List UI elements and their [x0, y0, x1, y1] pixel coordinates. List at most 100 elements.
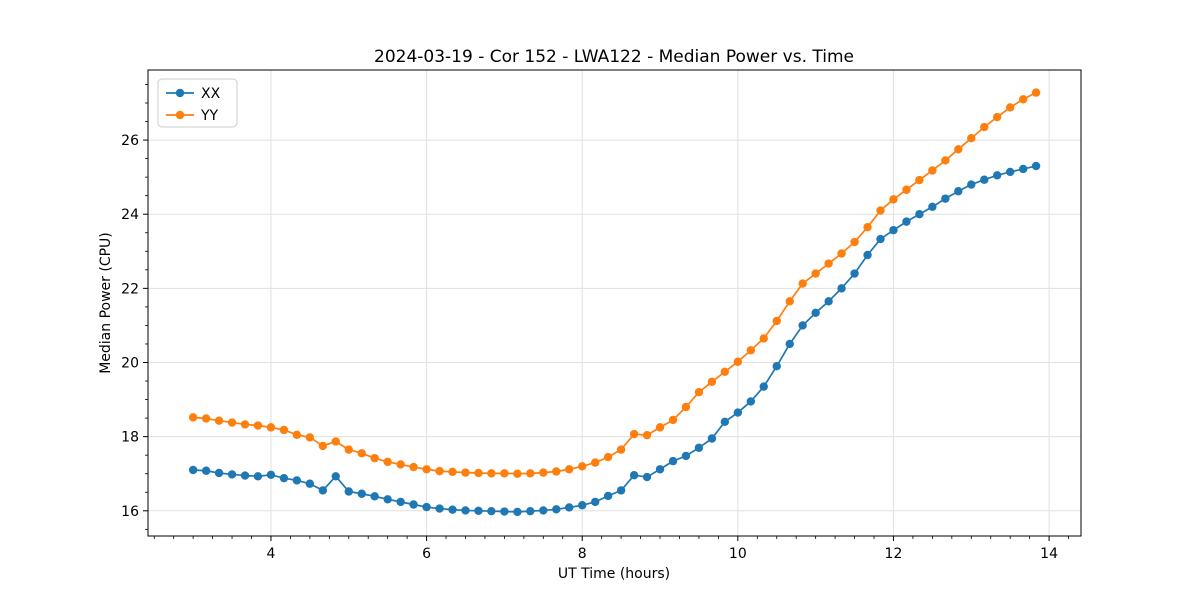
data-point-yy — [1031, 88, 1041, 97]
legend-entry-yy: YY — [166, 108, 219, 124]
data-point-yy — [980, 122, 989, 132]
data-point-yy — [318, 441, 328, 451]
data-point-xx — [876, 234, 885, 244]
data-point-xx — [837, 284, 846, 293]
data-point-xx — [526, 506, 535, 516]
plot-border — [147, 69, 1082, 537]
data-point-xx — [266, 470, 276, 480]
data-point-xx — [539, 506, 548, 515]
data-point-xx — [279, 473, 289, 483]
data-point-xx — [980, 175, 989, 184]
y-tick-label: 16 — [121, 504, 139, 520]
x-tick-label: 14 — [1040, 546, 1058, 562]
data-point-xx — [409, 500, 418, 509]
data-point-yy — [474, 468, 483, 478]
data-point-yy — [967, 134, 976, 143]
data-point-xx — [552, 505, 561, 514]
data-point-yy — [668, 415, 678, 425]
data-point-yy — [928, 166, 937, 175]
data-point-xx — [383, 495, 392, 504]
x-axis-label: UT Time (hours) — [558, 566, 670, 582]
y-tick-label: 18 — [121, 430, 139, 446]
y-tick-label: 22 — [121, 281, 139, 297]
data-point-xx — [422, 502, 431, 512]
data-point-yy — [331, 437, 340, 446]
data-point-yy — [863, 222, 872, 232]
data-point-xx — [201, 466, 211, 475]
data-point-xx — [1031, 161, 1041, 171]
data-point-xx — [474, 506, 483, 515]
data-point-xx — [811, 308, 820, 318]
data-point-yy — [526, 469, 535, 478]
series-xx — [188, 161, 1041, 517]
data-point-yy — [733, 357, 743, 366]
data-point-xx — [253, 472, 263, 481]
data-point-xx — [1005, 167, 1015, 177]
data-point-xx — [603, 491, 613, 501]
x-tick-label: 4 — [266, 546, 275, 562]
data-point-yy — [435, 466, 444, 476]
data-point-xx — [318, 486, 328, 495]
data-point-xx — [591, 497, 600, 507]
series-line-xx — [193, 165, 1037, 513]
data-point-xx — [928, 202, 937, 211]
data-point-yy — [448, 467, 457, 477]
data-point-yy — [824, 259, 833, 268]
y-tick-label: 26 — [121, 133, 139, 149]
data-point-yy — [876, 206, 885, 215]
y-axis-label: Median Power (CPU) — [98, 232, 114, 374]
series-yy — [188, 88, 1041, 478]
chart-title: 2024-03-19 - Cor 152 - LWA122 - Median P… — [374, 47, 854, 67]
data-point-xx — [487, 506, 496, 516]
data-point-yy — [746, 346, 756, 355]
x-tick-label: 6 — [422, 546, 431, 562]
legend-entry-xx: XX — [166, 86, 221, 102]
data-point-yy — [850, 237, 859, 247]
data-point-yy — [578, 462, 587, 471]
data-point-xx — [578, 501, 587, 510]
axis-ticks — [143, 84, 1069, 541]
data-point-xx — [681, 451, 691, 461]
data-point-yy — [292, 430, 302, 439]
data-point-yy — [500, 469, 509, 478]
data-point-yy — [720, 367, 730, 376]
data-point-xx — [655, 465, 665, 474]
data-point-yy — [214, 416, 224, 425]
data-point-xx — [305, 479, 315, 488]
axis-tick-labels: 4 6 8 10 12 14 16 18 20 22 24 26 — [121, 133, 1058, 562]
data-point-xx — [292, 476, 302, 485]
data-point-xx — [967, 180, 976, 189]
data-point-xx — [902, 217, 911, 226]
data-point-yy — [902, 185, 911, 194]
data-point-yy — [798, 279, 807, 288]
data-point-yy — [591, 458, 600, 467]
legend-label-xx: XX — [201, 86, 221, 102]
data-point-yy — [409, 462, 418, 472]
data-point-yy — [603, 452, 613, 462]
data-point-yy — [370, 453, 379, 463]
data-point-xx — [941, 194, 950, 203]
data-point-xx — [915, 210, 924, 219]
x-tick-label: 10 — [729, 546, 747, 562]
data-point-yy — [240, 420, 250, 429]
data-point-xx — [357, 489, 366, 498]
data-point-yy — [811, 269, 820, 278]
legend-marker-xx-icon — [175, 88, 185, 98]
legend: XX YY — [157, 78, 238, 128]
data-point-xx — [733, 408, 743, 417]
data-point-xx — [214, 468, 224, 478]
data-point-yy — [629, 429, 639, 439]
data-point-xx — [759, 382, 768, 391]
data-point-xx — [707, 434, 717, 443]
legend-box — [157, 78, 238, 128]
data-point-xx — [824, 297, 833, 306]
data-point-yy — [1018, 95, 1028, 104]
data-point-yy — [357, 449, 366, 458]
data-point-yy — [681, 402, 691, 412]
data-point-yy — [266, 423, 276, 432]
data-point-xx — [668, 456, 678, 466]
data-point-xx — [240, 471, 250, 480]
data-point-yy — [565, 465, 574, 474]
